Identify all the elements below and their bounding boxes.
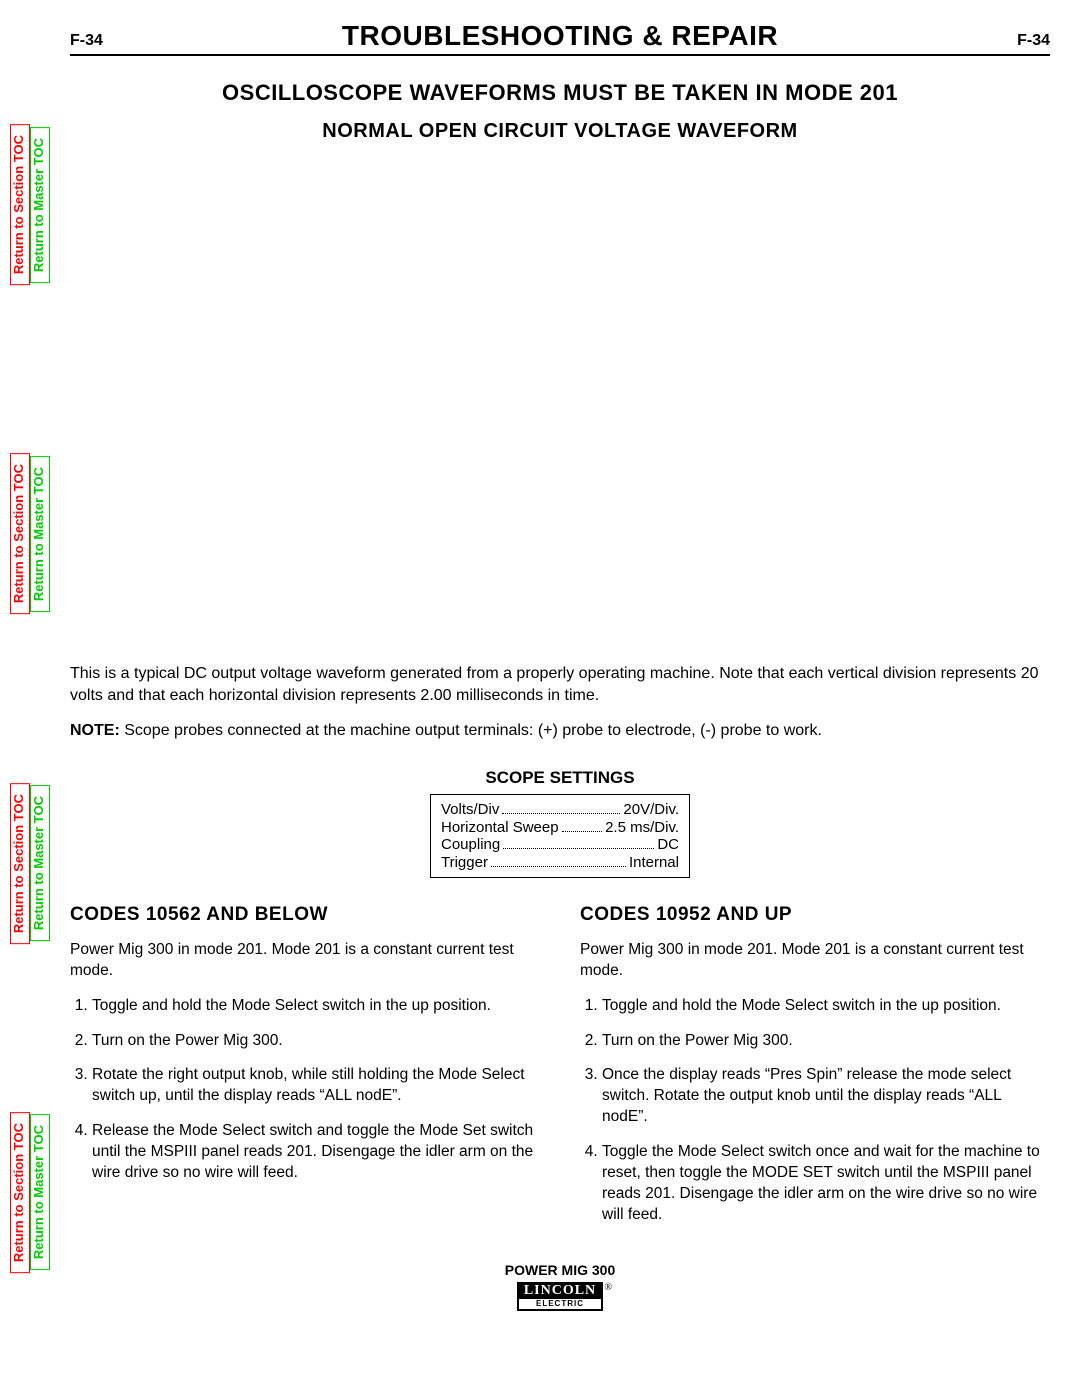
list-item: Release the Mode Select switch and toggl… bbox=[92, 1121, 540, 1184]
side-nav-master-col: Return to Master TOC Return to Master TO… bbox=[30, 0, 50, 1397]
right-steps-list: Toggle and hold the Mode Select switch i… bbox=[580, 996, 1050, 1226]
page-content: F-34 TROUBLESHOOTING & REPAIR F-34 OSCIL… bbox=[70, 20, 1050, 1311]
return-master-toc-link[interactable]: Return to Master TOC bbox=[30, 785, 50, 941]
right-column: CODES 10952 AND UP Power Mig 300 in mode… bbox=[580, 904, 1050, 1240]
model-name: POWER MIG 300 bbox=[70, 1262, 1050, 1278]
leader-dots bbox=[503, 836, 654, 850]
logo-bottom-text: ELECTRIC bbox=[517, 1299, 603, 1311]
heading-primary: OSCILLOSCOPE WAVEFORMS MUST BE TAKEN IN … bbox=[70, 80, 1050, 106]
heading-secondary: NORMAL OPEN CIRCUIT VOLTAGE WAVEFORM bbox=[70, 120, 1050, 143]
leader-dots bbox=[562, 818, 603, 832]
return-section-toc-link[interactable]: Return to Section TOC bbox=[10, 783, 30, 944]
scope-row: Coupling DC bbox=[441, 836, 679, 854]
scope-row: Volts/Div 20V/Div. bbox=[441, 801, 679, 819]
left-column-heading: CODES 10562 AND BELOW bbox=[70, 904, 540, 926]
return-master-toc-link[interactable]: Return to Master TOC bbox=[30, 1114, 50, 1270]
scope-label: Trigger bbox=[441, 854, 488, 871]
return-section-toc-link[interactable]: Return to Section TOC bbox=[10, 1112, 30, 1273]
scope-value: 20V/Div. bbox=[623, 801, 679, 818]
scope-label: Horizontal Sweep bbox=[441, 819, 559, 836]
note-paragraph: NOTE: Scope probes connected at the mach… bbox=[70, 720, 1050, 742]
scope-settings-heading: SCOPE SETTINGS bbox=[70, 768, 1050, 788]
page-footer: POWER MIG 300 LINCOLN® ELECTRIC bbox=[70, 1262, 1050, 1311]
right-column-heading: CODES 10952 AND UP bbox=[580, 904, 1050, 926]
scope-label: Volts/Div bbox=[441, 801, 499, 818]
list-item: Turn on the Power Mig 300. bbox=[92, 1031, 540, 1052]
right-intro: Power Mig 300 in mode 201. Mode 201 is a… bbox=[580, 940, 1050, 982]
left-column: CODES 10562 AND BELOW Power Mig 300 in m… bbox=[70, 904, 540, 1240]
side-nav-section-col: Return to Section TOC Return to Section … bbox=[10, 0, 30, 1397]
scope-row: Trigger Internal bbox=[441, 853, 679, 871]
scope-value: Internal bbox=[629, 854, 679, 871]
description-paragraph: This is a typical DC output voltage wave… bbox=[70, 663, 1050, 706]
note-label: NOTE: bbox=[70, 722, 120, 739]
leader-dots bbox=[491, 853, 626, 867]
list-item: Toggle the Mode Select switch once and w… bbox=[602, 1142, 1050, 1226]
list-item: Rotate the right output knob, while stil… bbox=[92, 1065, 540, 1107]
return-master-toc-link[interactable]: Return to Master TOC bbox=[30, 456, 50, 612]
document-section-title: TROUBLESHOOTING & REPAIR bbox=[342, 20, 778, 52]
list-item: Once the display reads “Pres Spin” relea… bbox=[602, 1065, 1050, 1128]
scope-row: Horizontal Sweep 2.5 ms/Div. bbox=[441, 818, 679, 836]
note-body: Scope probes connected at the machine ou… bbox=[120, 722, 822, 739]
registered-mark: ® bbox=[604, 1282, 613, 1293]
scope-value: 2.5 ms/Div. bbox=[605, 819, 679, 836]
left-intro: Power Mig 300 in mode 201. Mode 201 is a… bbox=[70, 940, 540, 982]
lincoln-electric-logo: LINCOLN® ELECTRIC bbox=[517, 1282, 603, 1311]
page-number-left: F-34 bbox=[70, 32, 103, 50]
side-nav: Return to Section TOC Return to Section … bbox=[10, 0, 50, 1397]
return-section-toc-link[interactable]: Return to Section TOC bbox=[10, 124, 30, 285]
list-item: Turn on the Power Mig 300. bbox=[602, 1031, 1050, 1052]
scope-value: DC bbox=[657, 836, 679, 853]
return-master-toc-link[interactable]: Return to Master TOC bbox=[30, 127, 50, 283]
return-section-toc-link[interactable]: Return to Section TOC bbox=[10, 453, 30, 614]
leader-dots bbox=[502, 801, 620, 815]
two-column-region: CODES 10562 AND BELOW Power Mig 300 in m… bbox=[70, 904, 1050, 1240]
page-header: F-34 TROUBLESHOOTING & REPAIR F-34 bbox=[70, 20, 1050, 56]
logo-top-text: LINCOLN® bbox=[517, 1282, 603, 1299]
list-item: Toggle and hold the Mode Select switch i… bbox=[92, 996, 540, 1017]
scope-settings-box: Volts/Div 20V/Div. Horizontal Sweep 2.5 … bbox=[430, 794, 690, 878]
list-item: Toggle and hold the Mode Select switch i… bbox=[602, 996, 1050, 1017]
page-number-right: F-34 bbox=[1017, 32, 1050, 50]
scope-label: Coupling bbox=[441, 836, 500, 853]
left-steps-list: Toggle and hold the Mode Select switch i… bbox=[70, 996, 540, 1184]
